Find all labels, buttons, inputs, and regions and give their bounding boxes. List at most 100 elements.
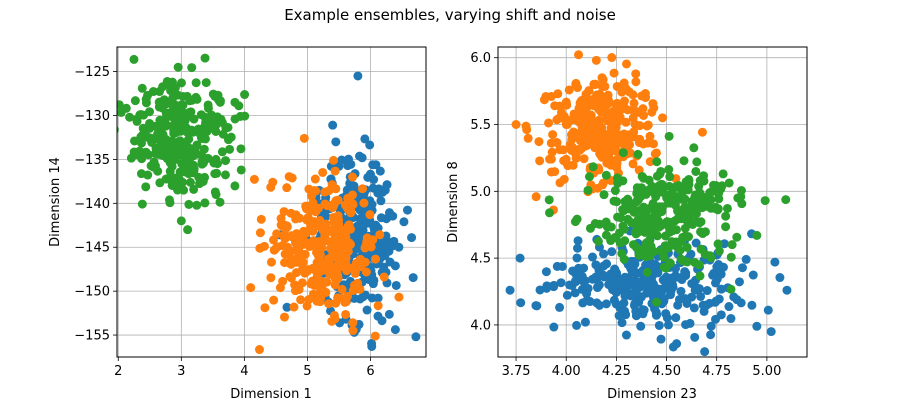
scatter-point [571, 276, 581, 286]
scatter-point [582, 118, 592, 128]
scatter-point [695, 271, 705, 281]
scatter-point [651, 307, 661, 317]
scatter-point [564, 85, 574, 95]
scatter-point [316, 277, 326, 287]
scatter-point [741, 254, 751, 264]
scatter-point [702, 286, 712, 296]
scatter-point [200, 134, 210, 144]
scatter-point [562, 119, 572, 129]
scatter-point [721, 222, 731, 232]
scatter-point [348, 326, 358, 336]
scatter-point [621, 117, 631, 127]
scatter-point [640, 89, 650, 99]
scatter-point [334, 219, 344, 229]
scatter-point [635, 121, 645, 131]
scatter-point [600, 81, 610, 91]
scatter-point [636, 292, 646, 302]
scatter-point [650, 149, 660, 159]
scatter-point [639, 244, 649, 254]
scatter-point [184, 134, 194, 144]
scatter-point [638, 104, 648, 114]
x-tick-label: 3.75 [502, 364, 531, 379]
scatter-point [734, 277, 744, 287]
scatter-point [370, 331, 380, 341]
scatter-point [315, 216, 325, 226]
scatter-point [391, 280, 401, 290]
scatter-point [632, 189, 642, 199]
scatter-point [607, 53, 617, 63]
scatter-point [770, 257, 780, 267]
scatter-point [716, 310, 726, 320]
scatter-point [546, 138, 556, 148]
scatter-point [618, 176, 628, 186]
scatter-point [713, 239, 723, 249]
scatter-point [329, 155, 338, 165]
scatter-point [636, 321, 646, 331]
scatter-point [146, 161, 156, 171]
scatter-point [166, 86, 176, 96]
scatter-point [297, 278, 307, 288]
scatter-point [563, 161, 573, 171]
scatter-point [390, 325, 400, 335]
scatter-point [672, 339, 682, 349]
scatter-point [230, 114, 240, 124]
y-tick-label: −125 [74, 65, 110, 80]
scatter-point [342, 266, 352, 276]
scatter-point [382, 180, 392, 190]
scatter-point [236, 144, 246, 154]
scatter-point [628, 105, 638, 115]
scatter-point [633, 149, 643, 159]
scatter-point [583, 185, 593, 195]
scatter-point [640, 227, 650, 237]
scatter-point [648, 216, 658, 226]
scatter-point [550, 101, 560, 111]
scatter-point [612, 163, 622, 173]
scatter-point [277, 241, 287, 251]
scatter-point [168, 93, 178, 103]
scatter-point [313, 262, 323, 272]
scatter-point [721, 211, 731, 221]
scatter-point [555, 178, 565, 188]
x-tick-label: 4.00 [552, 364, 581, 379]
scatter-point [220, 170, 230, 180]
scatter-point [298, 263, 308, 273]
scatter-point [580, 94, 590, 104]
scatter-point [361, 267, 371, 277]
scatter-point [691, 166, 701, 176]
scatter-point [266, 273, 276, 283]
scatter-point [561, 97, 571, 107]
scatter-point [299, 226, 309, 236]
scatter-point [760, 196, 770, 206]
scatter-point [373, 188, 383, 198]
scatter-point [289, 302, 299, 312]
scatter-point [664, 131, 674, 141]
scatter-point [613, 154, 623, 164]
scatter-point [591, 260, 601, 270]
scatter-point [521, 121, 531, 131]
scatter-point [373, 311, 383, 321]
scatter-point [546, 167, 556, 177]
scatter-point [619, 135, 629, 145]
scatter-point [541, 91, 551, 101]
scatter-point [696, 217, 706, 227]
scatter-point [675, 245, 685, 255]
scatter-point [411, 332, 421, 342]
scatter-point [602, 222, 612, 232]
scatter-point [718, 169, 728, 179]
scatter-point [269, 295, 279, 305]
scatter-point [388, 211, 398, 221]
scatter-point [362, 237, 372, 247]
scatter-point [384, 309, 394, 319]
scatter-point [631, 77, 641, 87]
scatter-point [632, 268, 642, 278]
x-tick-label: 3 [177, 364, 185, 379]
scatter-point [659, 182, 669, 192]
scatter-point [763, 305, 773, 315]
scatter-point [295, 213, 305, 223]
scatter-point [572, 253, 582, 263]
scatter-point [611, 122, 621, 132]
scatter-point [355, 284, 365, 294]
scatter-point [593, 236, 603, 246]
scatter-point [698, 300, 708, 310]
